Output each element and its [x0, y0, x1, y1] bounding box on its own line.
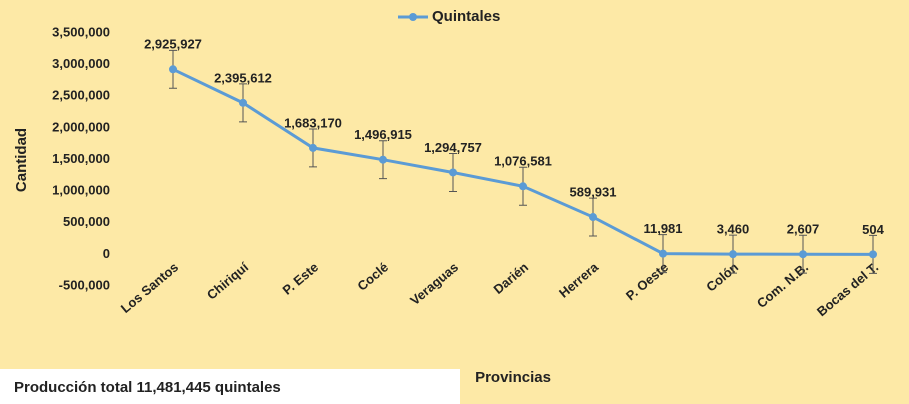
- y-tick-label: 500,000: [63, 214, 110, 229]
- data-label: 1,496,915: [354, 127, 412, 142]
- data-label: 3,460: [717, 222, 750, 237]
- data-label: 1,683,170: [284, 115, 342, 130]
- marker: [589, 213, 597, 222]
- x-tick-label: Darién: [490, 259, 531, 297]
- y-axis-title: Cantidad: [13, 128, 30, 192]
- y-tick-label: 2,000,000: [52, 119, 110, 134]
- data-label: 1,076,581: [494, 154, 552, 169]
- data-label: 589,931: [570, 184, 617, 199]
- x-tick-label: P. Este: [280, 259, 322, 297]
- data-label: 2,925,927: [144, 37, 202, 52]
- x-tick-label: Chiriquí: [204, 259, 252, 302]
- x-tick-label: Colón: [703, 259, 741, 294]
- legend-label: Quintales: [432, 8, 500, 25]
- marker: [169, 65, 177, 74]
- data-label: 2,607: [787, 222, 820, 237]
- y-tick-label: 3,500,000: [52, 24, 110, 39]
- legend-marker: [409, 13, 417, 21]
- marker: [729, 250, 737, 259]
- y-tick-label: -500,000: [59, 277, 110, 292]
- marker: [869, 250, 877, 259]
- x-tick-label: Bocas del T.: [814, 259, 881, 319]
- marker: [519, 182, 527, 191]
- x-tick-label: P. Oeste: [623, 259, 671, 303]
- x-axis-title: Provincias: [475, 369, 551, 386]
- marker: [449, 168, 457, 177]
- data-label: 11,981: [643, 221, 682, 236]
- y-tick-label: 1,500,000: [52, 151, 110, 166]
- note-box: [0, 369, 460, 404]
- y-tick-label: 1,000,000: [52, 183, 110, 198]
- note: Producción total 11,481,445 quintales: [14, 379, 281, 396]
- x-tick-label: Coclé: [354, 259, 391, 293]
- x-tick-label: Herrera: [556, 259, 602, 301]
- y-tick-label: 2,500,000: [52, 88, 110, 103]
- marker: [239, 98, 247, 107]
- data-label: 1,294,757: [424, 140, 482, 155]
- y-tick-label: 3,000,000: [52, 56, 110, 71]
- marker: [309, 143, 317, 152]
- x-tick-label: Veraguas: [407, 259, 461, 308]
- marker: [659, 249, 667, 258]
- marker: [799, 250, 807, 259]
- x-tick-label: Los Santos: [118, 259, 181, 316]
- data-label: 2,395,612: [214, 70, 272, 85]
- data-label: 504: [862, 222, 884, 237]
- y-tick-label: 0: [103, 246, 110, 261]
- marker: [379, 155, 387, 164]
